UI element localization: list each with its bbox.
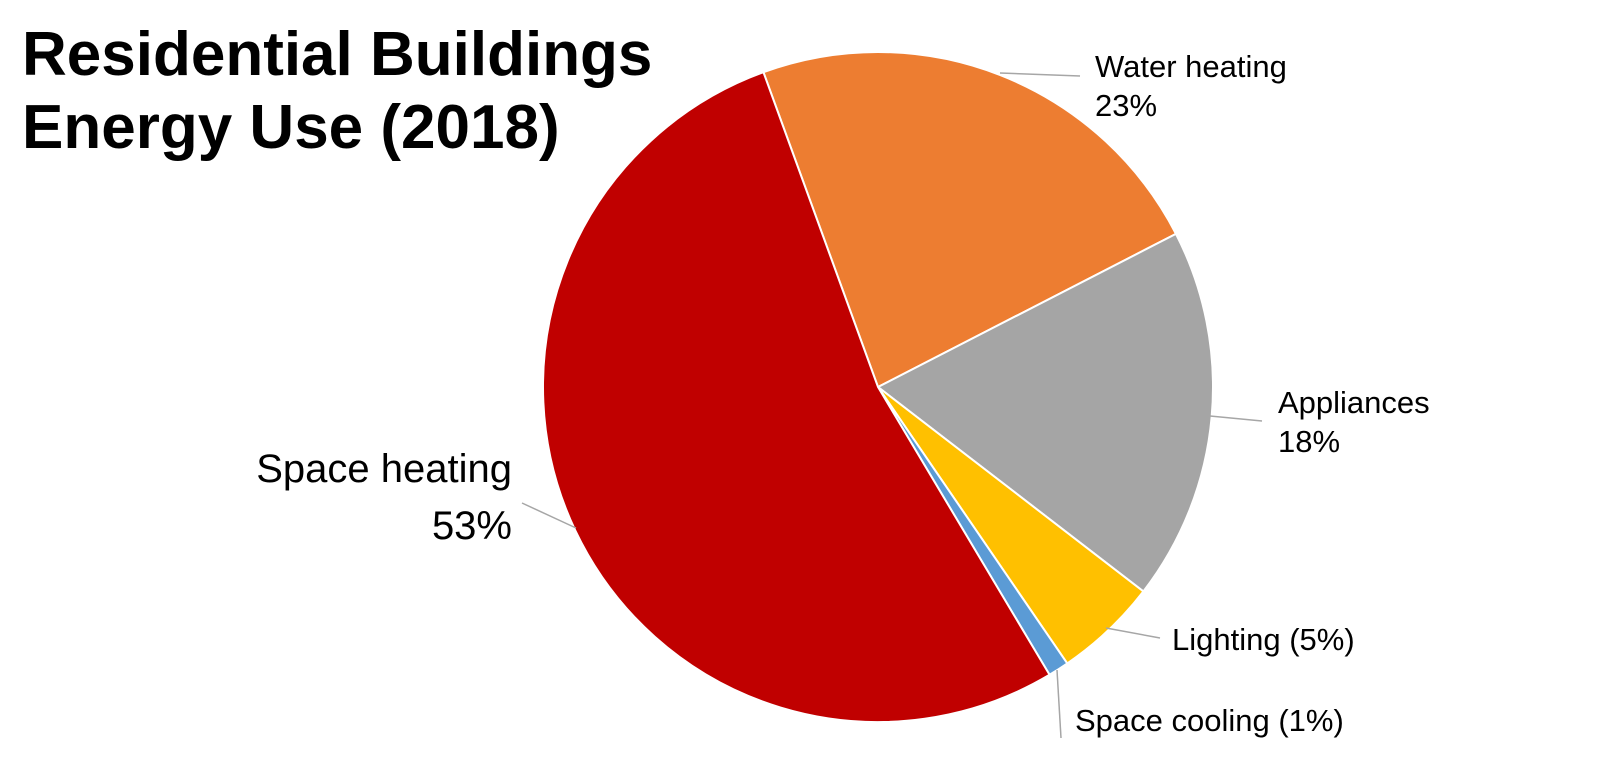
slice-label-line: Space cooling (1%) xyxy=(1075,703,1344,738)
slice-label-line: 53% xyxy=(432,504,512,548)
chart-title-line-2: Energy Use (2018) xyxy=(22,93,560,162)
chart-title: Residential Buildings Energy Use (2018) xyxy=(22,20,670,162)
leader-line-lighting xyxy=(1105,627,1161,639)
leader-lines xyxy=(521,72,1263,739)
slice-label-line: Space heating xyxy=(256,447,512,491)
leader-line-water-heating xyxy=(999,72,1081,77)
slice-label-line: 18% xyxy=(1278,424,1340,459)
slice-labels: Water heating 23% Appliances 18% Lighting (5… xyxy=(256,49,1429,738)
pie-slice-space-heating xyxy=(542,70,1051,723)
slice-label-line: Water heating xyxy=(1095,49,1287,84)
leader-line-appliances xyxy=(1209,415,1263,422)
slice-label-line: 23% xyxy=(1095,88,1157,123)
slice-label-space-heating: Space heating 53% xyxy=(256,447,512,548)
leader-line-space-cooling xyxy=(1056,669,1062,739)
chart-title-line-1: Residential Buildings xyxy=(22,20,652,89)
pie-slices xyxy=(542,51,1214,723)
slice-label-lighting: Lighting (5%) xyxy=(1172,622,1355,657)
slice-label-line: Appliances xyxy=(1278,385,1430,420)
slice-label-line: Lighting (5%) xyxy=(1172,622,1355,657)
slice-label-space-cooling: Space cooling (1%) xyxy=(1075,703,1344,738)
slice-label-water-heating: Water heating 23% xyxy=(1095,49,1287,123)
pie-slice-appliances xyxy=(876,232,1214,593)
slice-label-appliances: Appliances 18% xyxy=(1278,385,1430,459)
pie-slice-water-heating xyxy=(762,51,1178,389)
leader-line-space-heating xyxy=(521,502,577,529)
